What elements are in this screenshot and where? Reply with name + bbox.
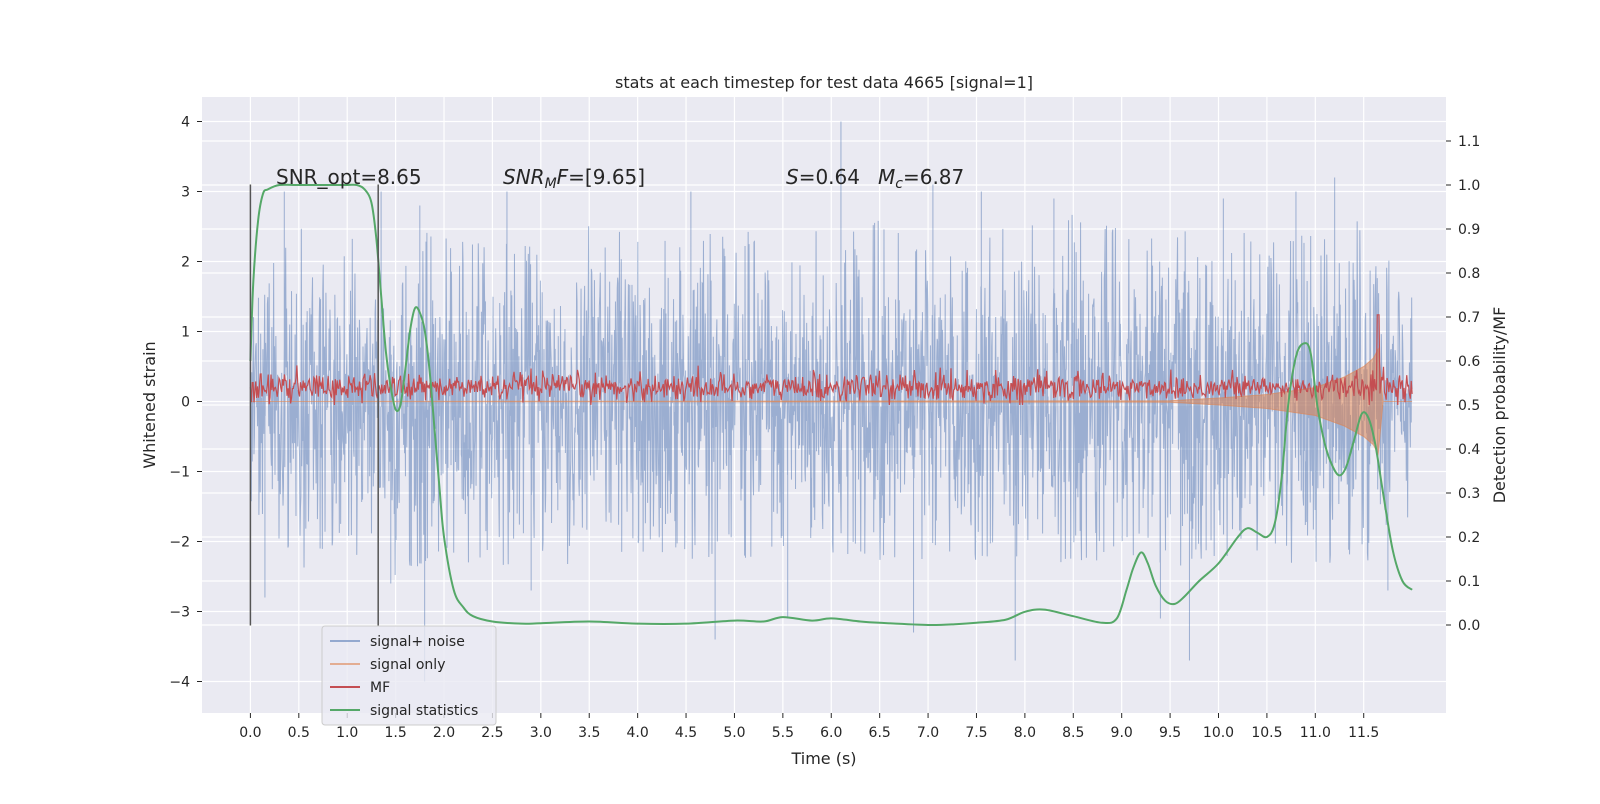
y-tick-label-left: −2 xyxy=(169,535,190,551)
y-tick-label-right: 0.6 xyxy=(1458,354,1480,370)
y-tick-label-right: 0.9 xyxy=(1458,222,1480,238)
x-tick-label: 5.5 xyxy=(772,725,794,741)
legend-label: signal statistics xyxy=(370,703,478,719)
x-axis-label: Time (s) xyxy=(790,749,856,768)
y-tick-label-right: 0.8 xyxy=(1458,266,1480,282)
legend-label: signal+ noise xyxy=(370,634,465,650)
x-tick-label: 6.0 xyxy=(820,725,842,741)
legend-label: MF xyxy=(370,680,390,696)
data-layer xyxy=(249,121,1413,682)
series-signal-only xyxy=(250,347,1413,456)
y-tick-label-left: 3 xyxy=(181,185,190,201)
x-tick-label: 1.0 xyxy=(336,725,358,741)
y-tick-label-right: 0.2 xyxy=(1458,530,1480,546)
y-tick-label-left: −1 xyxy=(169,465,190,481)
x-tick-label: 7.0 xyxy=(917,725,939,741)
y-tick-label-left: 1 xyxy=(181,325,190,341)
x-tick-label: 5.0 xyxy=(723,725,745,741)
x-tick-label: 10.0 xyxy=(1203,725,1234,741)
y-axis-label-right: Detection probability/MF xyxy=(1490,307,1509,504)
y-tick-label-left: 4 xyxy=(181,115,190,131)
x-tick-label: 6.5 xyxy=(869,725,891,741)
x-tick-label: 0.0 xyxy=(239,725,261,741)
annotation-snr-mf: SNRMF=[9.65] xyxy=(503,165,645,192)
annotation-s-mc: S=0.64 Mc=6.87 xyxy=(786,165,964,192)
chart-title: stats at each timestep for test data 466… xyxy=(615,73,1033,92)
x-tick-label: 9.5 xyxy=(1159,725,1181,741)
y-tick-label-right: 0.5 xyxy=(1458,398,1480,414)
x-tick-label: 0.5 xyxy=(288,725,310,741)
y-tick-label-right: 1.0 xyxy=(1458,178,1480,194)
y-axis-label-left: Whitened strain xyxy=(140,341,159,468)
x-tick-label: 3.0 xyxy=(530,725,552,741)
y-tick-label-right: 0.3 xyxy=(1458,486,1480,502)
x-tick-label: 11.0 xyxy=(1300,725,1331,741)
x-tick-label: 7.5 xyxy=(965,725,987,741)
x-tick-label: 1.5 xyxy=(384,725,406,741)
x-tick-label: 2.0 xyxy=(433,725,455,741)
y-tick-label-right: 0.4 xyxy=(1458,442,1480,458)
y-tick-label-right: 0.0 xyxy=(1458,618,1480,634)
x-tick-label: 9.0 xyxy=(1111,725,1133,741)
series-signal-statistics xyxy=(249,183,1413,627)
axes: 0.0 0.5 1.0 1.5 2.0 2.5 3.0 3.5 4.0 4.5 5.0 5.5 6.0 6… xyxy=(169,115,1480,742)
x-tick-label: 8.5 xyxy=(1062,725,1084,741)
x-tick-label: 8.0 xyxy=(1014,725,1036,741)
y-tick-label-left: 0 xyxy=(181,395,190,411)
legend: signal+ noise signal only MF signal statist… xyxy=(321,625,497,726)
series-mf xyxy=(249,314,1413,406)
x-tick-label: 10.5 xyxy=(1251,725,1282,741)
annotations: SNR_opt=8.65 SNRMF=[9.65] S=0.64 Mc=6.87 xyxy=(276,165,964,192)
legend-box xyxy=(321,625,497,726)
y-tick-label-left: −3 xyxy=(169,605,190,621)
y-tick-label-right: 0.7 xyxy=(1458,310,1480,326)
y-tick-label-right: 0.1 xyxy=(1458,574,1480,590)
series-signal-noise xyxy=(249,121,1413,682)
y-tick-label-left: −4 xyxy=(169,675,190,691)
legend-label: signal only xyxy=(370,657,445,673)
y-tick-label-left: 2 xyxy=(181,255,190,271)
y-tick-label-right: 1.1 xyxy=(1458,134,1480,150)
x-tick-label: 2.5 xyxy=(481,725,503,741)
x-tick-label: 4.0 xyxy=(627,725,649,741)
annotation-snr-opt: SNR_opt=8.65 xyxy=(276,165,422,189)
x-tick-label: 4.5 xyxy=(675,725,697,741)
x-tick-label: 3.5 xyxy=(578,725,600,741)
x-tick-label: 11.5 xyxy=(1348,725,1379,741)
